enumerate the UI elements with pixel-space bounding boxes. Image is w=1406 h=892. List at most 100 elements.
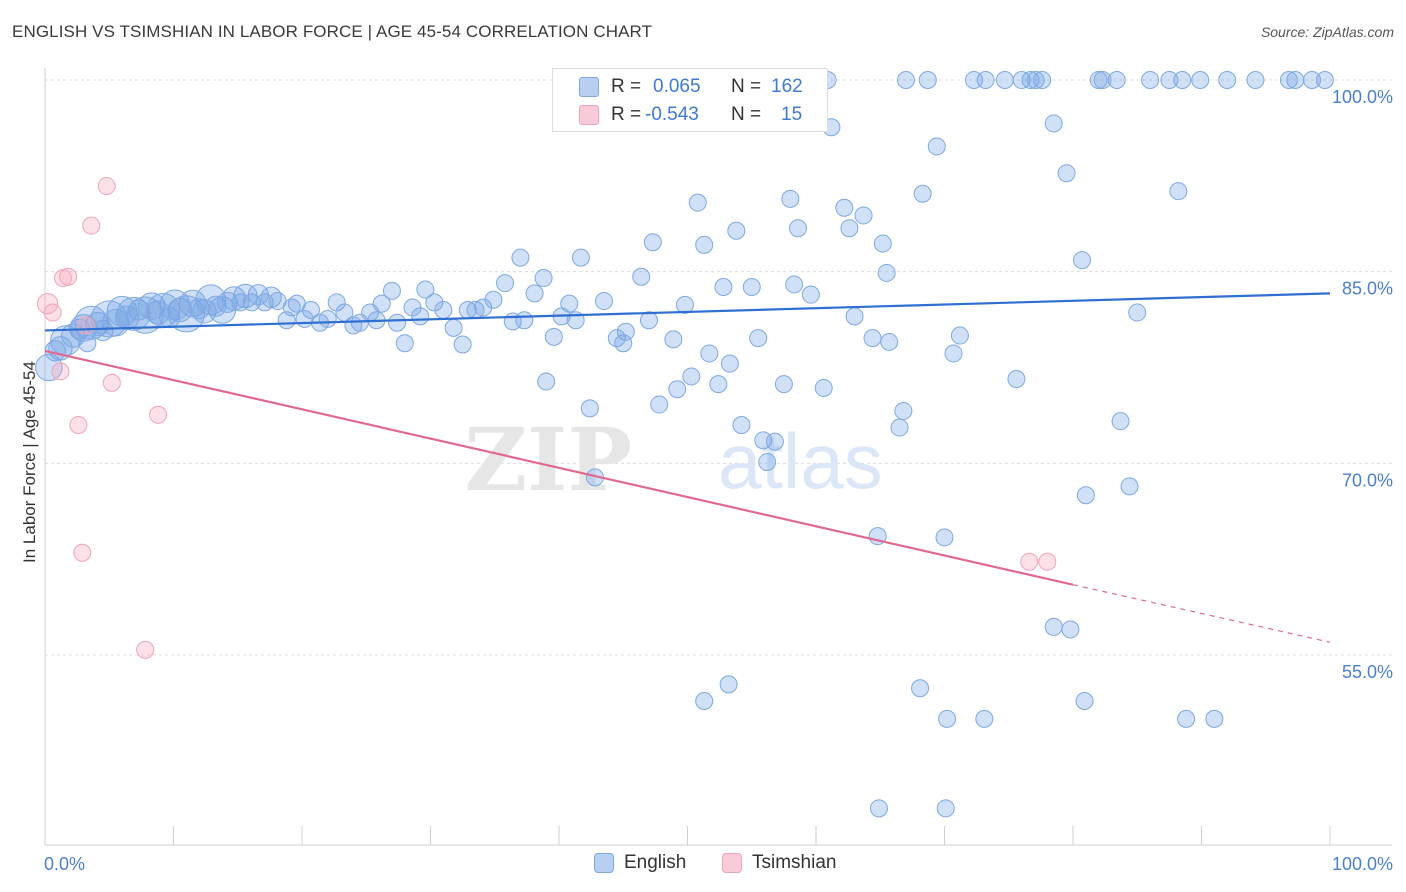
english-point: [453, 335, 472, 354]
english-point: [976, 71, 995, 89]
legend: English Tsimshian: [0, 852, 1406, 878]
watermark-zip: ZIP: [464, 410, 632, 511]
english-point: [845, 307, 864, 326]
english-point: [1173, 71, 1192, 89]
english-point: [682, 367, 701, 386]
english-point: [668, 380, 687, 399]
y-tick-label: 55.0%: [1342, 662, 1393, 682]
grid-lines: [45, 79, 1392, 656]
english-point: [639, 311, 658, 330]
english-point: [388, 313, 407, 332]
english-point: [1246, 71, 1265, 89]
y-tick-label: 100.0%: [1332, 87, 1393, 107]
legend-item-english[interactable]: English: [594, 852, 686, 874]
tsimshian-point: [102, 373, 121, 392]
english-point: [1061, 620, 1080, 639]
legend-item-tsimshian[interactable]: Tsimshian: [722, 852, 836, 874]
english-point: [695, 692, 714, 710]
english-point: [854, 206, 873, 225]
english-point: [918, 71, 937, 89]
english-point: [1057, 164, 1076, 183]
tsimshian-point: [1020, 552, 1039, 571]
english-point: [1033, 71, 1052, 89]
english-point: [416, 280, 435, 299]
english-point: [877, 263, 896, 282]
english-point: [938, 709, 957, 728]
english-point: [709, 375, 728, 394]
english-point: [1160, 71, 1179, 89]
english-point: [1107, 71, 1126, 89]
english-point: [869, 799, 888, 818]
x-tick-label-right: 100.0%: [1332, 854, 1393, 874]
english-point: [675, 295, 694, 314]
source-label: Source: ZipAtlas.com: [1260, 24, 1394, 40]
axis-labels: 100.0% 85.0% 70.0% 55.0% 0.0% 100.0% In Labor …: [20, 87, 1393, 874]
stats-row-english: R = 0.065 N = 162: [553, 72, 827, 102]
english-legend-swatch: [594, 853, 614, 873]
english-point: [927, 137, 946, 156]
english-point: [1128, 303, 1147, 322]
english-point: [537, 372, 556, 391]
english-point: [835, 198, 854, 217]
english-point: [255, 293, 274, 312]
y-tick-label: 85.0%: [1342, 279, 1393, 299]
english-point: [484, 290, 503, 309]
english-point: [765, 432, 784, 451]
english-point: [1169, 182, 1188, 201]
n-label: N =: [731, 76, 762, 97]
english-point: [789, 219, 808, 238]
english-point: [411, 307, 430, 326]
english-point: [496, 274, 515, 293]
english-point: [1044, 114, 1063, 133]
trend-lines: [44, 292, 1331, 643]
english-point: [116, 296, 151, 331]
tsimshian-point: [59, 267, 78, 286]
english-point: [880, 332, 899, 351]
english-point: [1218, 71, 1237, 89]
r-label: R =: [611, 76, 642, 97]
english-point: [1279, 71, 1298, 89]
english-point: [301, 301, 320, 319]
english-point: [1007, 370, 1026, 388]
english-point: [1026, 71, 1045, 89]
english-point: [560, 294, 579, 313]
english-point: [863, 329, 882, 348]
english-point: [1089, 71, 1108, 89]
english-point: [695, 235, 714, 254]
english-point: [719, 675, 738, 694]
english-point: [785, 275, 804, 294]
english-point: [894, 401, 913, 420]
english-point: [444, 318, 463, 337]
x-tick-label-left: 0.0%: [44, 854, 85, 874]
english-point: [1191, 71, 1210, 89]
tsimshian-n-value: 15: [781, 104, 803, 125]
english-point: [594, 292, 613, 311]
tsimshian-r-value: -0.543: [645, 104, 699, 125]
tsimshian-swatch: [579, 105, 599, 125]
english-point: [525, 284, 544, 303]
n-label: N =: [731, 104, 762, 125]
english-point: [205, 295, 227, 317]
english-point: [614, 334, 633, 353]
english-point: [1075, 692, 1094, 710]
tsimshian-point: [51, 362, 70, 381]
english-point: [1044, 617, 1063, 636]
english-point: [1177, 709, 1196, 728]
tsimshian-trend-line: [44, 349, 1074, 586]
english-point: [714, 278, 733, 296]
english-point: [890, 418, 909, 437]
english-point: [434, 301, 453, 319]
english-point: [873, 234, 892, 253]
english-point: [650, 395, 669, 414]
chart-title: ENGLISH VS TSIMSHIAN IN LABOR FORCE | AG…: [12, 22, 653, 41]
english-point: [801, 285, 820, 304]
english-point: [896, 71, 915, 89]
english-point: [727, 221, 746, 240]
tsimshian-point: [136, 640, 155, 659]
english-point: [840, 219, 859, 238]
legend-label-english: English: [624, 852, 687, 873]
english-point: [749, 329, 768, 348]
y-axis-title: In Labor Force | Age 45-54: [20, 361, 39, 563]
english-point: [913, 184, 932, 203]
tsimshian-point: [43, 303, 62, 322]
